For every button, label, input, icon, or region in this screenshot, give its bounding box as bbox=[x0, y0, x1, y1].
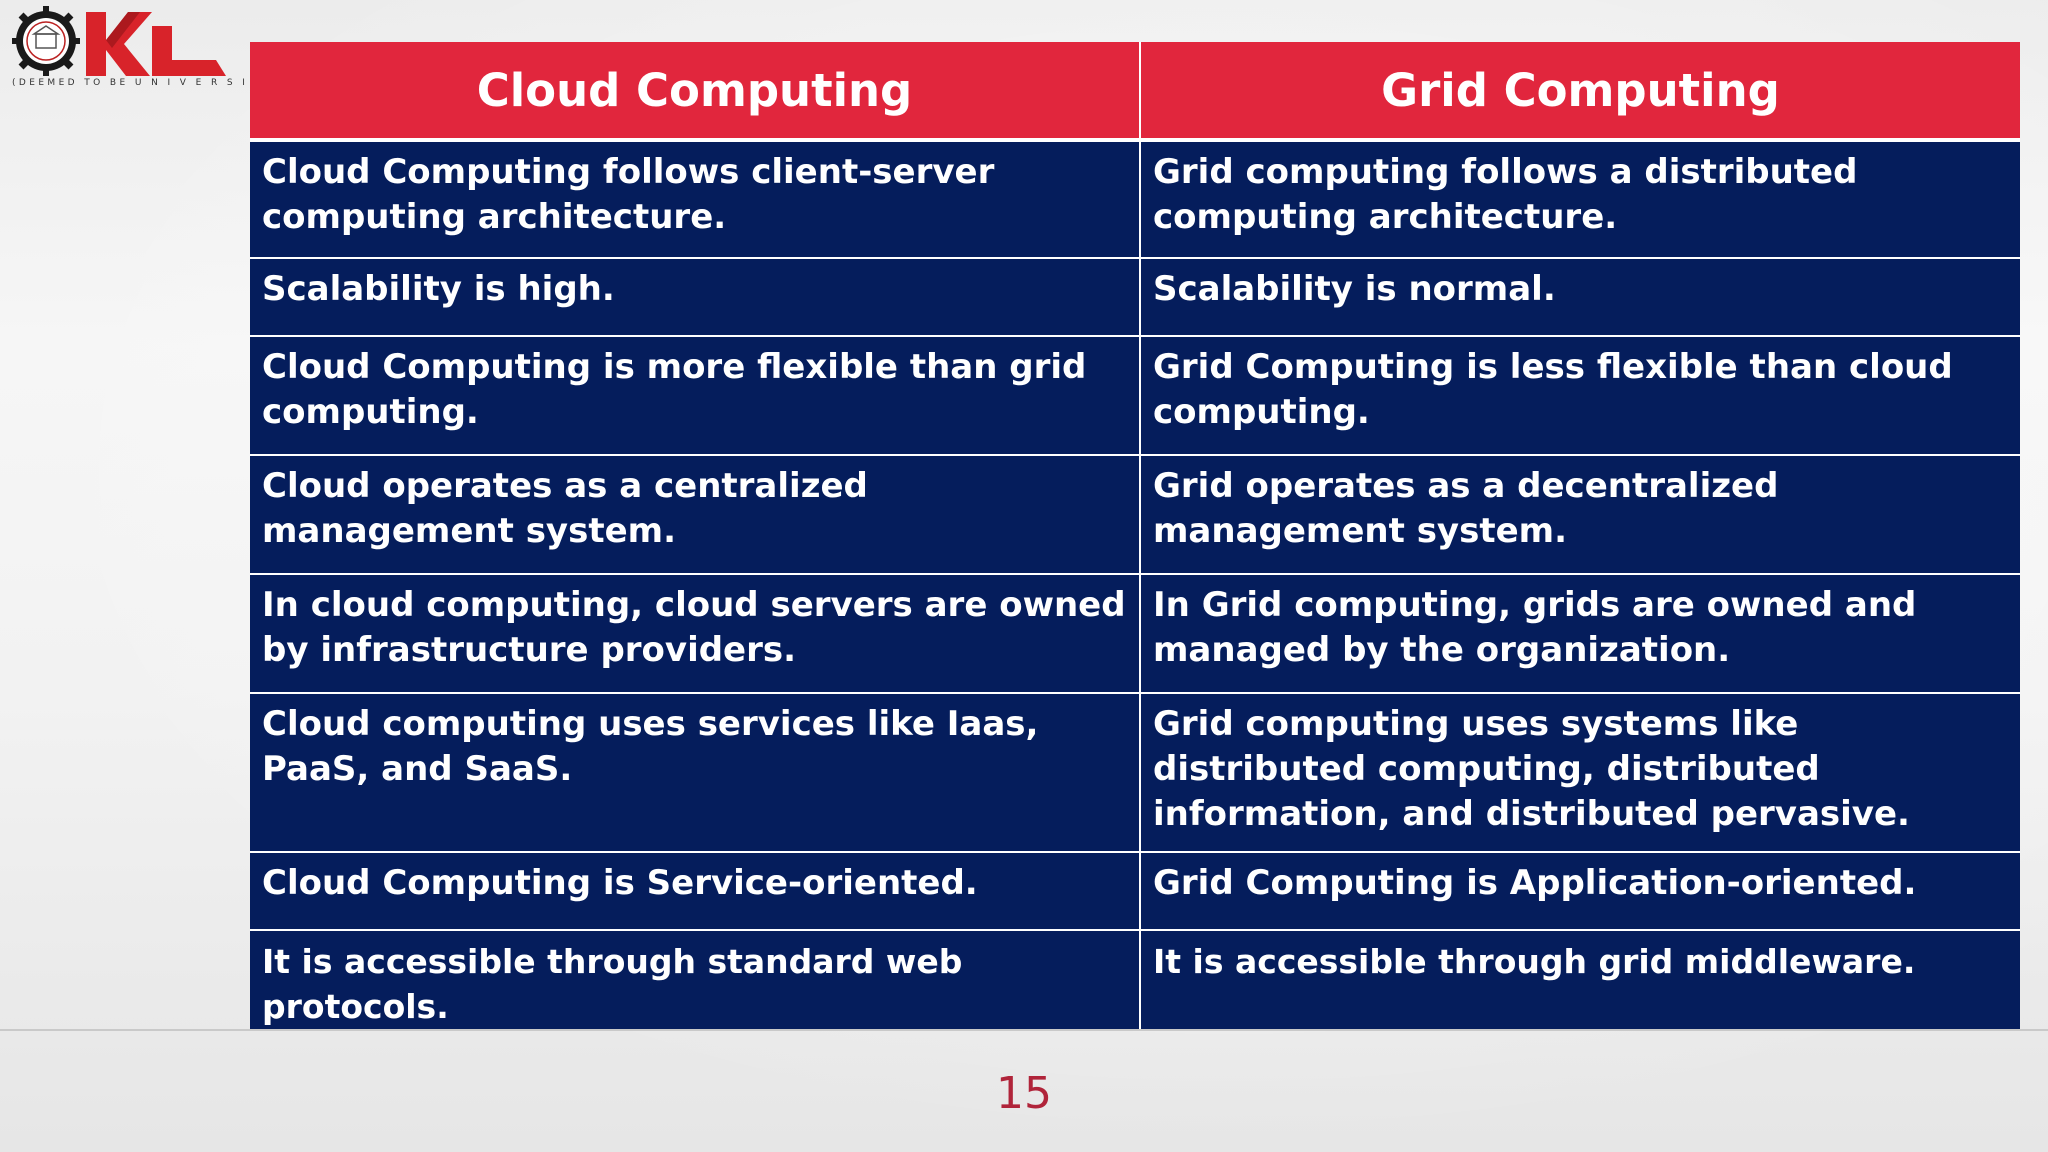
cloud-cell: Cloud operates as a centralized manageme… bbox=[250, 455, 1141, 575]
table-row: In cloud computing, cloud servers are ow… bbox=[250, 574, 2020, 694]
cloud-cell: It is accessible through standard web pr… bbox=[250, 930, 1141, 1029]
table-row: Cloud Computing is Service-oriented. Gri… bbox=[250, 852, 2020, 931]
cloud-cell: Cloud Computing is more flexible than gr… bbox=[250, 336, 1141, 456]
grid-cell: Grid computing uses systems like distrib… bbox=[1140, 693, 2020, 853]
grid-cell: In Grid computing, grids are owned and m… bbox=[1140, 574, 2020, 694]
kl-university-logo bbox=[12, 6, 226, 76]
cloud-cell: Scalability is high. bbox=[250, 258, 1141, 337]
table-header-row: Cloud Computing Grid Computing bbox=[250, 42, 2020, 142]
logo-tagline: (DEEMED TO BE U N I V E R S I T Y) bbox=[12, 78, 286, 88]
table-row: Cloud Computing is more flexible than gr… bbox=[250, 336, 2020, 456]
gear-emblem-icon bbox=[12, 6, 80, 76]
header-grid-computing: Grid Computing bbox=[1140, 42, 2020, 142]
table-row: Cloud Computing follows client-server co… bbox=[250, 140, 2020, 259]
table-row: It is accessible through standard web pr… bbox=[250, 930, 2020, 1029]
cloud-cell: In cloud computing, cloud servers are ow… bbox=[250, 574, 1141, 694]
footer-divider bbox=[0, 1029, 2048, 1031]
page-number: 15 bbox=[996, 1068, 1052, 1119]
table-row: Cloud operates as a centralized manageme… bbox=[250, 455, 2020, 575]
grid-cell: Scalability is normal. bbox=[1140, 258, 2020, 337]
header-cloud-computing: Cloud Computing bbox=[250, 42, 1141, 142]
comparison-table-container: Cloud Computing Grid Computing Cloud Com… bbox=[250, 42, 2020, 1029]
comparison-table: Cloud Computing Grid Computing Cloud Com… bbox=[250, 42, 2020, 1029]
grid-cell: Grid Computing is Application-oriented. bbox=[1140, 852, 2020, 931]
kl-letters-icon bbox=[86, 12, 226, 76]
table-row: Cloud computing uses services like Iaas,… bbox=[250, 693, 2020, 853]
grid-cell: Grid computing follows a distributed com… bbox=[1140, 140, 2020, 259]
cloud-cell: Cloud Computing follows client-server co… bbox=[250, 140, 1141, 259]
grid-cell: Grid operates as a decentralized managem… bbox=[1140, 455, 2020, 575]
cloud-cell: Cloud computing uses services like Iaas,… bbox=[250, 693, 1141, 853]
cloud-cell: Cloud Computing is Service-oriented. bbox=[250, 852, 1141, 931]
grid-cell: It is accessible through grid middleware… bbox=[1140, 930, 2020, 1029]
table-row: Scalability is high. Scalability is norm… bbox=[250, 258, 2020, 337]
grid-cell: Grid Computing is less flexible than clo… bbox=[1140, 336, 2020, 456]
